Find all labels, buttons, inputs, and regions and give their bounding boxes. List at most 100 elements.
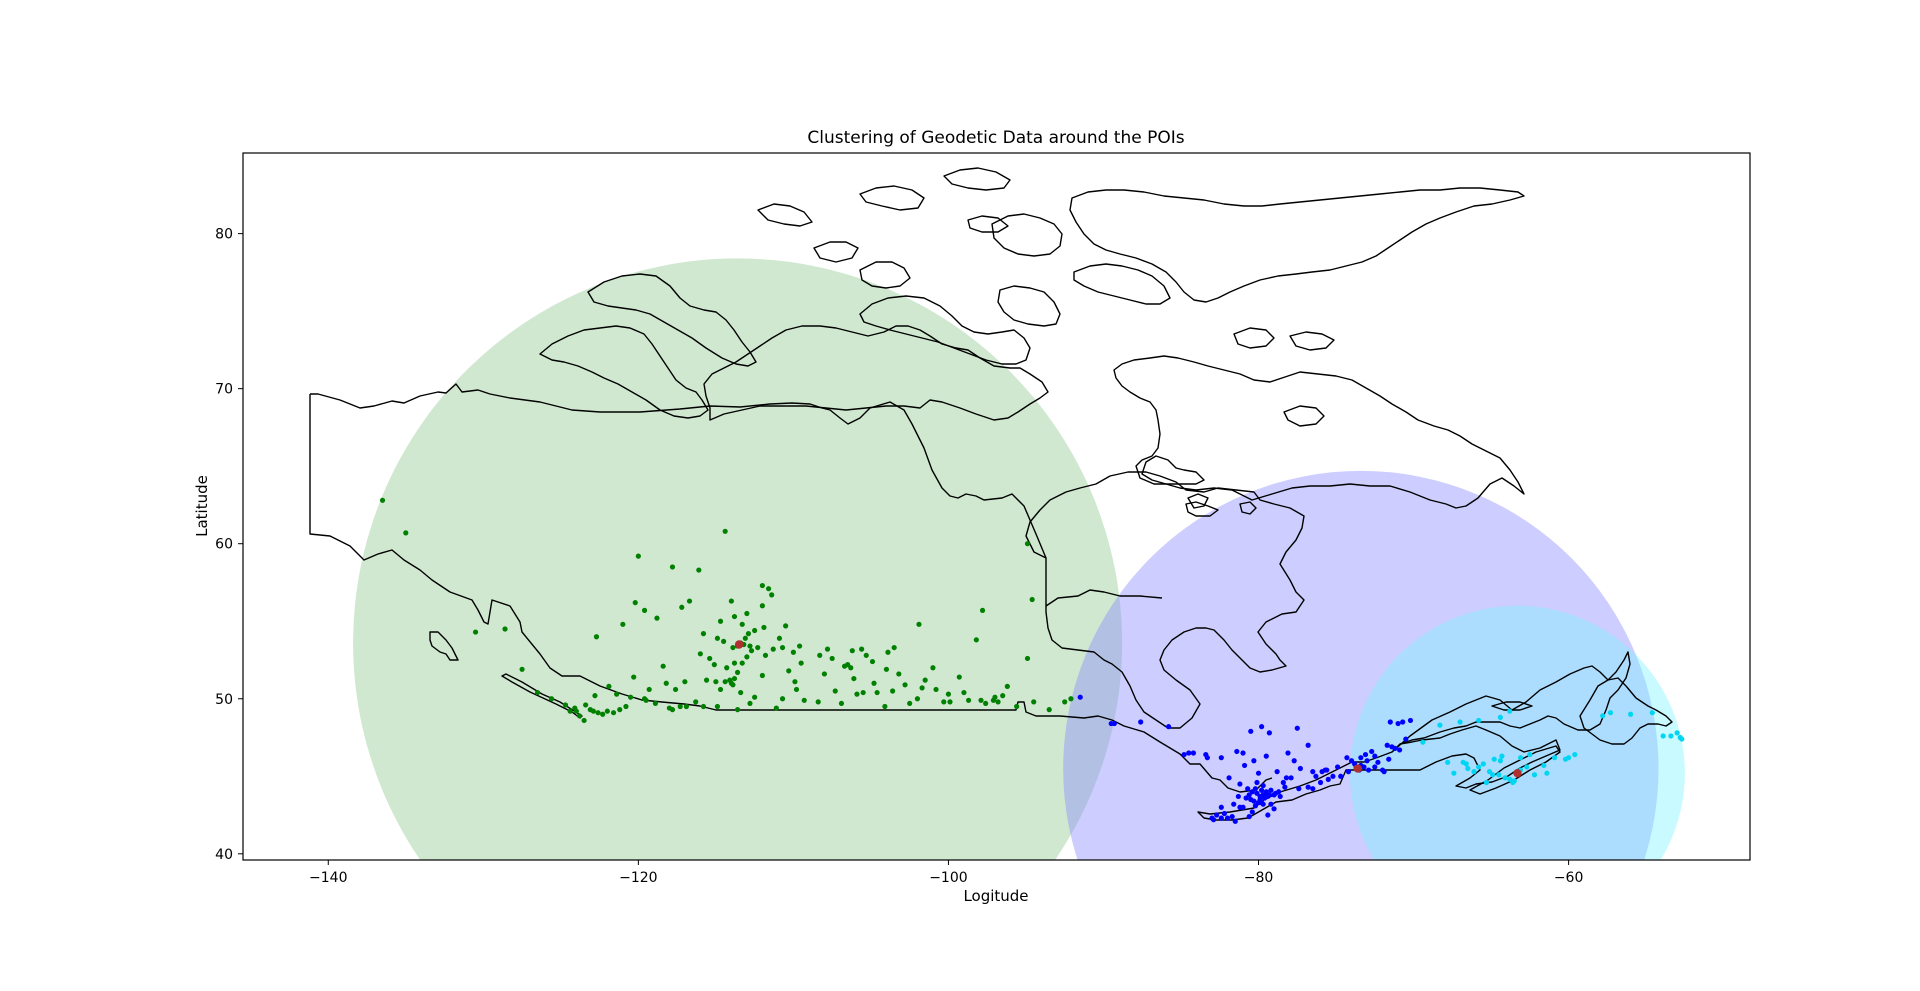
poi-markers: [734, 640, 1522, 778]
data-point-cyan: [1668, 733, 1674, 739]
data-point-green: [793, 686, 800, 693]
data-point-cyan: [1480, 761, 1486, 767]
data-point-green: [945, 691, 952, 697]
x-axis: −140 −120 −100 −80 −60: [309, 860, 1583, 886]
data-point-green: [907, 700, 913, 707]
data-point-green: [882, 703, 888, 710]
data-point-green: [731, 675, 738, 682]
data-point-green: [562, 702, 569, 708]
data-point-blue: [1305, 784, 1311, 790]
data-point-blue: [1268, 787, 1274, 793]
data-point-green: [883, 666, 890, 672]
data-point-green: [632, 600, 638, 606]
data-point-blue: [1288, 775, 1294, 781]
data-point-blue: [1190, 750, 1197, 756]
coastline-axel-heiberg: [991, 213, 1063, 257]
data-point-cyan: [1660, 733, 1666, 739]
data-point-green: [379, 497, 386, 503]
data-point-blue: [1384, 742, 1390, 748]
coastline-island-g: [1289, 331, 1335, 351]
data-point-green: [992, 694, 998, 700]
data-point-blue: [1395, 720, 1401, 727]
data-point-green: [677, 703, 683, 710]
data-point-green: [1046, 707, 1052, 713]
data-point-blue: [1260, 782, 1266, 789]
data-point-blue: [1271, 806, 1277, 812]
data-point-blue: [1231, 801, 1237, 807]
data-point-green: [786, 668, 792, 674]
coastline-island-c: [757, 203, 813, 227]
data-point-green: [783, 623, 789, 629]
data-point-green: [759, 672, 765, 679]
data-point-green: [742, 635, 748, 641]
data-point-blue: [1229, 813, 1235, 820]
data-point-blue: [1319, 769, 1325, 775]
plot-area: [243, 153, 1750, 860]
data-point-blue: [1310, 769, 1316, 775]
data-point-green: [581, 717, 587, 724]
data-point-cyan: [1463, 761, 1469, 767]
data-point-blue: [1254, 790, 1260, 796]
data-point-cyan: [1511, 778, 1517, 784]
data-point-blue: [1240, 750, 1246, 756]
data-point-green: [679, 604, 685, 610]
coastline-anticosti: [1491, 701, 1533, 711]
data-point-cyan: [1457, 719, 1463, 725]
data-point-blue: [1218, 815, 1224, 821]
data-point-cyan: [1566, 755, 1572, 761]
data-point-green: [815, 699, 821, 705]
data-point-green: [748, 648, 755, 654]
x-tick-label: −80: [1244, 870, 1274, 886]
data-point-blue: [1397, 747, 1403, 753]
data-point-green: [941, 699, 947, 705]
data-point-blue: [1372, 764, 1378, 770]
data-point-cyan: [1502, 775, 1508, 781]
data-point-green: [734, 669, 741, 675]
data-point-blue: [1251, 798, 1257, 804]
coastline-island-a: [859, 261, 911, 289]
data-point-blue: [1364, 758, 1370, 764]
data-point-blue: [1249, 809, 1255, 815]
data-point-green: [700, 703, 707, 710]
plot-frame: [242, 152, 1751, 861]
data-point-cyan: [1496, 772, 1502, 778]
data-point-cyan: [1483, 779, 1490, 786]
data-point-blue: [1234, 748, 1240, 755]
data-point-blue: [1203, 751, 1209, 758]
data-point-blue: [1372, 753, 1378, 759]
data-point-green: [752, 694, 758, 700]
data-point-green: [635, 553, 641, 559]
coastline-prince-patrick: [587, 273, 757, 367]
coastline-island-f: [943, 167, 1011, 191]
data-point-blue: [1344, 755, 1350, 761]
data-point-green: [744, 610, 750, 617]
data-point-cyan: [1600, 713, 1606, 719]
data-point-green: [770, 646, 776, 652]
data-point-green: [628, 694, 634, 700]
data-point-cyan: [1420, 739, 1426, 745]
data-point-cyan: [1607, 710, 1614, 716]
x-tick-label: −120: [619, 870, 657, 886]
data-point-green: [731, 660, 738, 666]
data-point-cyan: [1649, 710, 1655, 716]
data-point-blue: [1263, 790, 1269, 796]
data-point-cyan: [1445, 759, 1451, 765]
data-point-green: [672, 686, 679, 693]
y-axis-label: Latitude: [193, 475, 211, 537]
data-point-blue: [1365, 767, 1372, 773]
data-point-green: [734, 707, 741, 713]
data-point-blue: [1266, 730, 1272, 736]
data-point-green: [752, 627, 758, 634]
data-point-green: [722, 528, 728, 534]
data-point-blue: [1265, 812, 1271, 818]
data-point-cyan: [1679, 736, 1685, 742]
coastline-baffin-island: [1113, 355, 1525, 509]
data-point-green: [890, 688, 896, 694]
data-point-cyan: [1531, 772, 1538, 778]
data-point-blue: [1218, 755, 1224, 761]
data-point-green: [973, 637, 979, 643]
data-point-blue: [1330, 773, 1336, 779]
data-point-green: [747, 700, 753, 707]
data-point-green: [854, 691, 860, 697]
data-point-green: [683, 703, 690, 710]
